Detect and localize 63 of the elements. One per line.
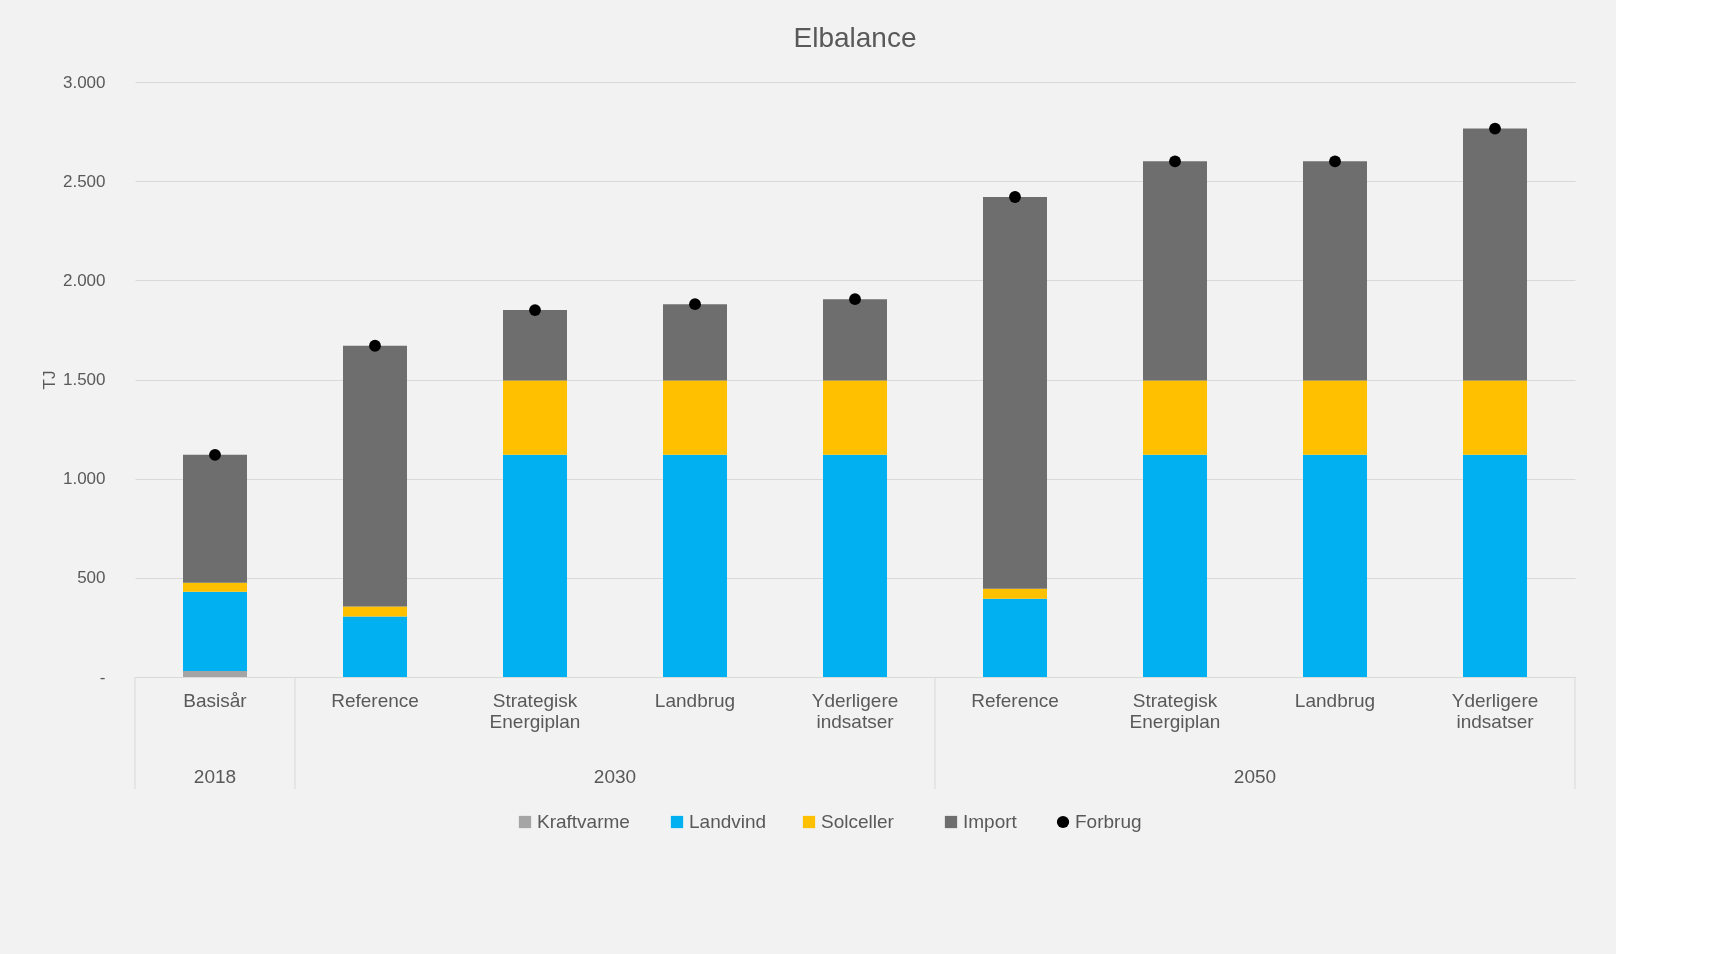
point [369,339,381,352]
x-tick-label: Basisår [183,689,248,711]
bar [343,345,407,607]
y-axis-title: TJ [39,370,59,390]
legend-label: Solceller [821,811,895,832]
y-tick-label: 1.500 [62,370,106,389]
y-tick-label: 2.000 [62,270,106,290]
bar [1143,380,1207,455]
bar [183,454,247,583]
bar [983,197,1047,589]
bar [503,310,567,381]
bar [503,454,567,677]
bar [823,299,887,381]
y-tick-label: 1.000 [62,469,106,489]
point [1169,155,1181,168]
x-tick-label: Reference [971,689,1059,711]
chart-title: Elbalance [793,22,917,53]
x-tick-label: Strategisk Energiplan [1129,689,1221,732]
legend-label: Landvind [689,811,767,832]
text: 2030 [593,766,637,787]
x-tick-label: Reference [331,689,419,711]
bar [343,616,407,677]
bar [1303,454,1367,677]
legend-label: Kraftvarme [537,811,630,832]
bar [343,606,407,617]
bar [823,454,887,677]
legend-label: Forbrug [1075,811,1142,832]
bar [823,380,887,455]
text: 2018 [193,766,237,787]
y-tick-label: - [99,667,106,687]
bar [183,671,247,677]
point [849,293,861,306]
point [1329,155,1341,168]
x-tick-label: Landbrug [654,689,736,711]
point [529,304,541,316]
y-tick-label: 2.500 [62,171,106,191]
bar [503,380,567,455]
x-tick-label: Strategisk Energiplan [489,689,581,732]
bar [663,454,727,677]
x-tick-label: Yderligere indsatser [811,689,899,732]
bar [983,588,1047,599]
point [689,298,701,311]
point [209,448,221,461]
text: 2050 [1233,766,1277,787]
bar [183,591,247,672]
bar [1303,161,1367,381]
bar [983,598,1047,677]
bar [1143,161,1207,381]
bar [663,380,727,455]
bar [1463,380,1527,455]
bar [1463,454,1527,677]
point [1009,191,1021,203]
y-tick-label: 3.000 [62,72,106,92]
y-tick-label: 500 [77,568,106,588]
x-tick-label: Yderligere indsatser [1451,689,1539,732]
bar [1143,454,1207,677]
bar [183,582,247,592]
x-tick-label: Landbrug [1294,689,1376,711]
point [1489,122,1501,135]
bar [663,304,727,381]
legend-label: Import [963,811,1018,832]
bar [1463,128,1527,381]
bar [1303,380,1367,455]
